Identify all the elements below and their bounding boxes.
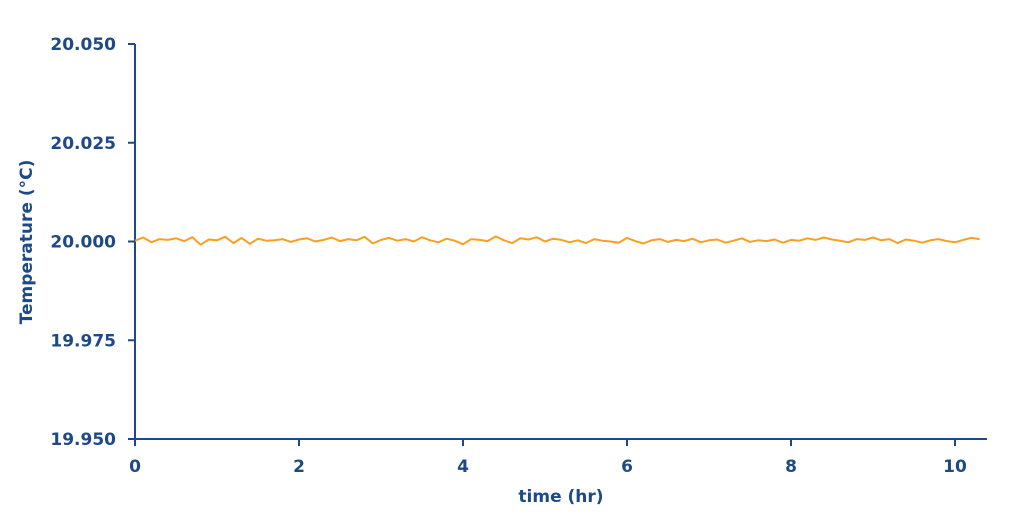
- x-tick-label: 6: [621, 457, 633, 477]
- x-tick-label: 2: [293, 457, 305, 477]
- y-tick-label: 20.025: [50, 134, 116, 154]
- x-axis-ticks: 0 2 4 6 8 10: [129, 439, 967, 477]
- x-tick-label: 10: [943, 457, 967, 477]
- y-tick-label: 20.000: [50, 233, 116, 253]
- temperature-series-line: [134, 235, 980, 246]
- y-axis-label: Temperature (°C): [17, 160, 37, 325]
- x-axis-label: time (hr): [518, 487, 603, 507]
- x-tick-label: 0: [129, 457, 141, 477]
- y-tick-label: 19.975: [50, 331, 116, 351]
- x-tick-label: 4: [457, 457, 469, 477]
- y-tick-label: 20.050: [50, 35, 116, 55]
- y-tick-label: 19.950: [50, 430, 116, 450]
- x-tick-label: 8: [785, 457, 797, 477]
- y-axis-ticks: 19.950 19.975 20.000 20.025 20.050: [50, 35, 135, 450]
